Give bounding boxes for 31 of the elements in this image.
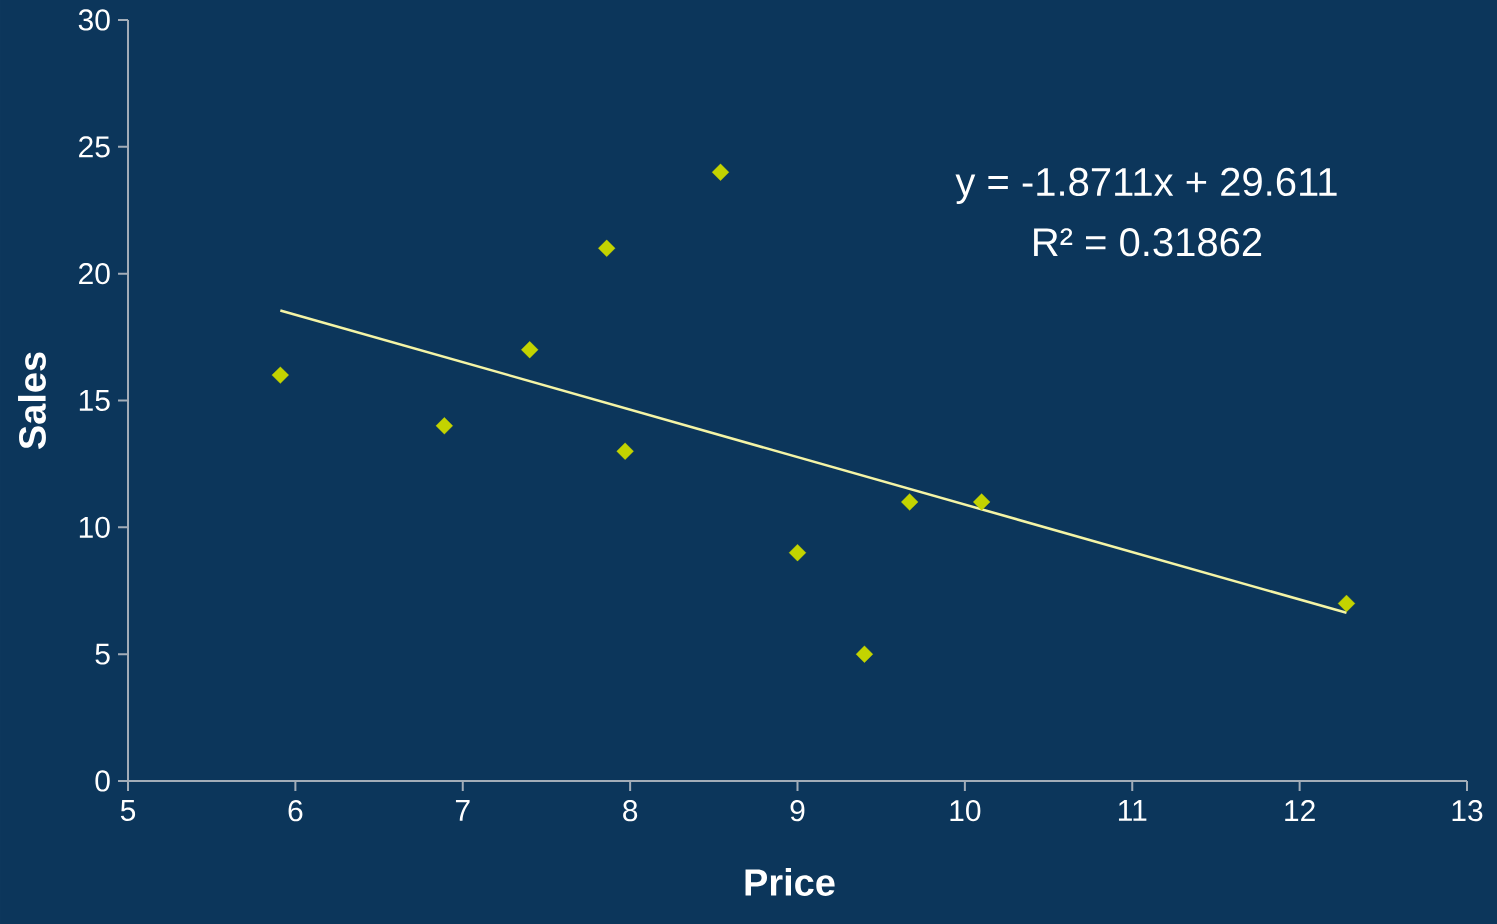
point — [435, 417, 453, 435]
annotation: y = -1.8711x + 29.611 — [955, 167, 1337, 205]
point — [616, 442, 634, 460]
x-tick-label: 13 — [1452, 800, 1483, 822]
point — [901, 493, 919, 511]
y-tick-label: 25 — [79, 136, 110, 158]
y-tick-label: 15 — [79, 390, 110, 411]
x-tick-label: 12 — [1285, 800, 1315, 821]
y-tick-label: 20 — [79, 263, 110, 285]
point — [598, 239, 616, 257]
point — [711, 163, 730, 181]
x-tick-label: 10 — [950, 800, 981, 822]
y-tick-label: 30 — [78, 9, 110, 31]
point — [1337, 594, 1356, 613]
annotation: R² = 0.31862 — [1034, 228, 1262, 257]
point — [788, 544, 807, 562]
point — [521, 341, 539, 359]
x-tick-label: 5 — [120, 800, 136, 821]
x-axis-title: Price — [745, 868, 835, 896]
y-tick-label: 0 — [95, 770, 110, 792]
x-tick-label: 6 — [288, 800, 303, 822]
x-tick-label: 7 — [455, 800, 470, 821]
y-tick-label: 10 — [79, 516, 110, 538]
y-tick-label: 5 — [95, 643, 110, 665]
point — [271, 366, 289, 384]
y-axis-title: Sales — [18, 352, 46, 450]
point — [855, 645, 874, 663]
x-tick-label: 9 — [790, 800, 805, 822]
x-tick-label: 11 — [1118, 800, 1147, 821]
x-tick-label: 8 — [623, 800, 638, 822]
point — [973, 493, 991, 511]
